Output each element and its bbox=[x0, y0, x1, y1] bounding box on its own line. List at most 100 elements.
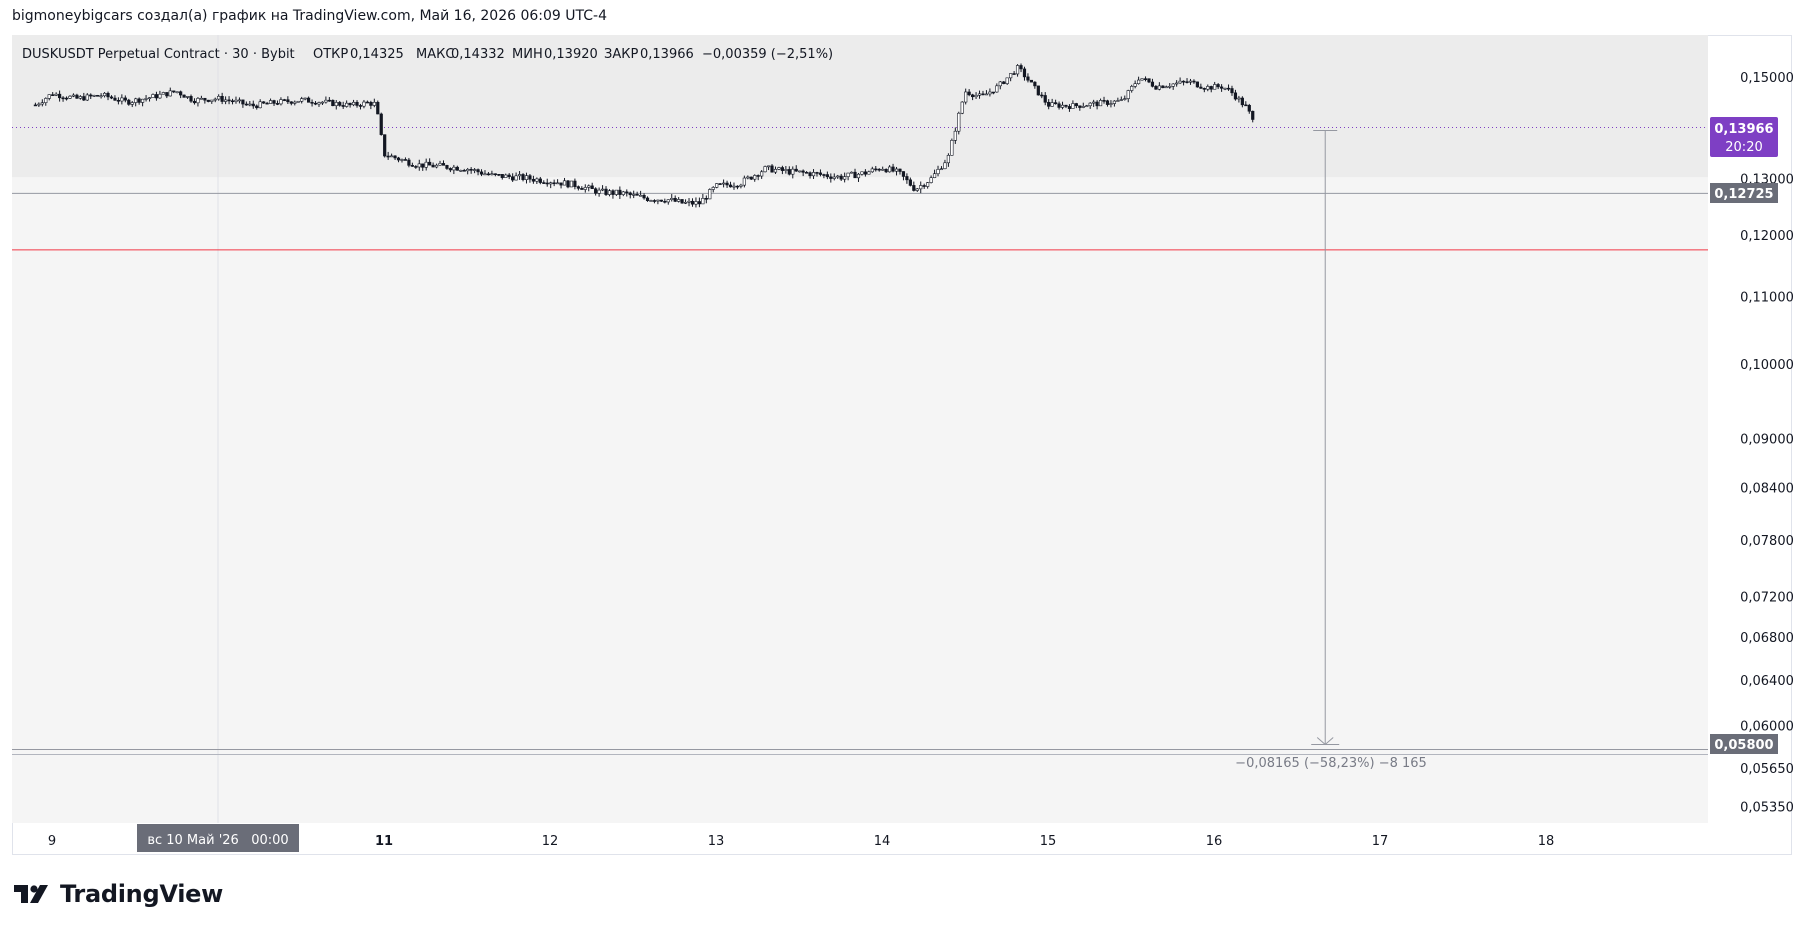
candle-body-down bbox=[1233, 92, 1238, 100]
candle-body-up bbox=[141, 98, 145, 103]
candle-body-up bbox=[434, 164, 439, 168]
candle bbox=[106, 91, 110, 101]
candle-body-down bbox=[244, 103, 248, 106]
candle-body-up bbox=[932, 173, 937, 179]
candle-body-down bbox=[127, 99, 131, 105]
candle bbox=[960, 101, 964, 115]
candle-body-down bbox=[379, 113, 383, 135]
legend-low-label: МИН bbox=[512, 47, 543, 62]
candle bbox=[656, 199, 660, 205]
candle bbox=[44, 97, 48, 106]
candle-body-down bbox=[1043, 95, 1047, 103]
candle bbox=[40, 99, 44, 107]
measure-tool[interactable] bbox=[1311, 130, 1340, 746]
candle bbox=[1005, 77, 1009, 85]
candle-body-down bbox=[697, 201, 701, 205]
candle-body-up bbox=[185, 96, 190, 98]
candle bbox=[320, 101, 325, 106]
candle bbox=[96, 94, 100, 97]
candle bbox=[618, 186, 622, 199]
tradingview-logo-icon bbox=[14, 885, 48, 903]
candle bbox=[964, 88, 968, 105]
candle-body-up bbox=[1098, 100, 1103, 107]
candle bbox=[438, 160, 442, 166]
candle-body-up bbox=[99, 95, 103, 98]
price-tick-label: 0,06400 bbox=[1740, 674, 1794, 689]
price-axis[interactable]: 0,150000,130000,120000,110000,100000,090… bbox=[1740, 71, 1794, 816]
candle bbox=[760, 170, 764, 179]
candle bbox=[614, 189, 618, 196]
candle-body-down bbox=[815, 172, 819, 174]
candle-body-up bbox=[1171, 83, 1175, 87]
candle-body-down bbox=[61, 97, 65, 100]
price-tick-label: 0,15000 bbox=[1740, 71, 1794, 86]
candle-body-up bbox=[237, 99, 242, 102]
candle bbox=[1213, 81, 1217, 90]
candle bbox=[483, 170, 487, 176]
candle-body-down bbox=[355, 101, 359, 106]
candle-body-up bbox=[988, 91, 992, 95]
time-tick-label: 13 bbox=[708, 834, 725, 849]
candle-body-up bbox=[881, 168, 885, 171]
candle-body-up bbox=[607, 190, 612, 195]
candle-body-up bbox=[732, 185, 736, 188]
candle bbox=[1188, 78, 1193, 85]
candle-body-down bbox=[265, 102, 269, 105]
candle-body-up bbox=[836, 175, 840, 178]
candle-body-down bbox=[307, 97, 311, 103]
candle-body-down bbox=[528, 175, 532, 180]
candle bbox=[203, 97, 207, 104]
candle bbox=[296, 100, 300, 103]
candle bbox=[891, 163, 895, 173]
candle bbox=[362, 99, 366, 109]
candle-body-down bbox=[165, 92, 169, 97]
candle bbox=[673, 195, 677, 203]
candle bbox=[99, 93, 103, 99]
candle-body-down bbox=[780, 167, 784, 171]
tradingview-logo[interactable]: TradingView bbox=[14, 880, 223, 908]
time-axis[interactable]: 9 11 12 13 14 15 16 17 18 bbox=[48, 834, 1554, 849]
candle-body-down bbox=[545, 182, 549, 185]
candle bbox=[832, 173, 836, 181]
candle bbox=[71, 93, 76, 98]
candle bbox=[1164, 85, 1168, 89]
candle bbox=[829, 173, 833, 183]
candle bbox=[206, 99, 210, 103]
candle bbox=[1143, 76, 1148, 82]
candle bbox=[1019, 63, 1023, 73]
candle-body-up bbox=[161, 92, 165, 95]
candle-body-down bbox=[262, 101, 266, 104]
candle bbox=[493, 173, 497, 177]
candle bbox=[137, 97, 141, 105]
candle-body-up bbox=[452, 166, 456, 171]
candle bbox=[479, 169, 484, 177]
candle-body-down bbox=[625, 191, 629, 194]
candle bbox=[417, 159, 421, 171]
candle bbox=[424, 158, 428, 171]
candle-body-down bbox=[1251, 110, 1255, 120]
candle-body-down bbox=[628, 192, 632, 196]
candle bbox=[414, 165, 418, 169]
candle-body-up bbox=[926, 182, 930, 187]
candle-body-up bbox=[784, 169, 788, 171]
candle-body-down bbox=[365, 101, 370, 104]
candle bbox=[1133, 80, 1137, 89]
candle-body-down bbox=[728, 184, 733, 188]
candle-body-up bbox=[773, 168, 778, 173]
candle bbox=[275, 100, 280, 106]
candle-body-up bbox=[984, 93, 989, 96]
price-tick-label: 0,06800 bbox=[1740, 631, 1794, 646]
candle-body-up bbox=[1085, 105, 1089, 108]
candle bbox=[1067, 104, 1072, 112]
candle-body-up bbox=[597, 189, 601, 194]
candle bbox=[317, 101, 321, 107]
candle-body-down bbox=[441, 163, 446, 166]
candle-body-up bbox=[929, 177, 933, 183]
candle-body-down bbox=[1185, 81, 1189, 83]
candle-body-down bbox=[255, 105, 259, 109]
candle-body-down bbox=[109, 96, 114, 99]
candle-body-down bbox=[594, 188, 598, 194]
candle bbox=[327, 97, 331, 102]
legend-high-label: МАКС bbox=[416, 47, 454, 62]
